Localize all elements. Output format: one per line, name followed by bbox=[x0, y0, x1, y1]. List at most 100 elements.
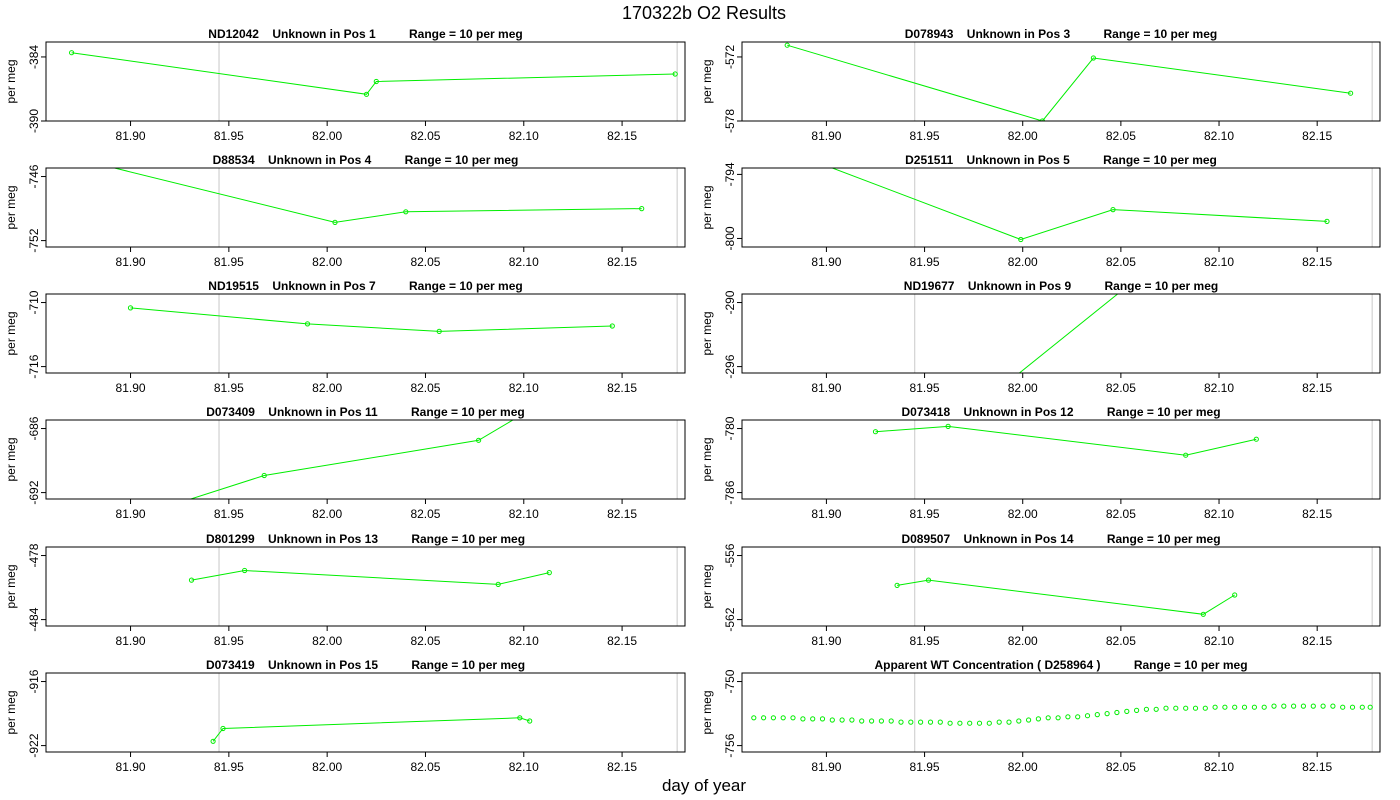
panel-title: D073419 Unknown in Pos 15 Range = 10 per… bbox=[206, 658, 525, 672]
x-tick-label: 81.95 bbox=[910, 634, 940, 648]
series-line bbox=[191, 569, 550, 585]
data-point bbox=[1055, 715, 1061, 721]
data-point bbox=[819, 716, 826, 722]
data-point bbox=[546, 570, 552, 576]
data-point bbox=[1110, 207, 1116, 213]
y-tick-label: -556 bbox=[723, 543, 737, 567]
panel: D078943 Unknown in Pos 3 Range = 10 per … bbox=[700, 27, 1381, 143]
data-point bbox=[1075, 714, 1081, 720]
panel: D88534 Unknown in Pos 4 Range = 10 per m… bbox=[4, 153, 686, 269]
x-tick-label: 82.15 bbox=[1302, 760, 1332, 774]
x-tick-label: 82.05 bbox=[410, 507, 440, 521]
data-point bbox=[1015, 372, 1019, 373]
y-tick-label: -296 bbox=[723, 354, 737, 378]
data-point bbox=[1320, 703, 1326, 709]
y-axis-label: per meg bbox=[700, 59, 714, 103]
panel: ND19515 Unknown in Pos 7 Range = 10 per … bbox=[4, 279, 686, 395]
data-point bbox=[878, 718, 885, 724]
x-tick-label: 81.90 bbox=[116, 255, 146, 269]
panel: D801299 Unknown in Pos 13 Range = 10 per… bbox=[4, 532, 686, 648]
data-point bbox=[780, 715, 786, 721]
data-point bbox=[925, 577, 932, 583]
data-point bbox=[927, 719, 934, 725]
plot-frame bbox=[45, 41, 686, 122]
data-point bbox=[1173, 705, 1179, 711]
x-tick-label: 81.90 bbox=[811, 760, 841, 774]
data-point bbox=[210, 738, 216, 744]
x-tick-label: 82.00 bbox=[312, 634, 342, 648]
y-tick-label: -562 bbox=[723, 607, 737, 631]
y-tick-label: -780 bbox=[723, 416, 737, 440]
series bbox=[830, 168, 1330, 243]
x-tick-label: 81.90 bbox=[116, 507, 146, 521]
x-tick-label: 82.15 bbox=[607, 507, 637, 521]
data-point bbox=[1222, 704, 1228, 710]
data-point bbox=[403, 209, 409, 215]
y-tick-label: -390 bbox=[27, 109, 41, 133]
data-point bbox=[751, 715, 757, 721]
data-point bbox=[770, 715, 777, 721]
data-point bbox=[363, 91, 370, 97]
x-tick-label: 82.10 bbox=[1204, 507, 1234, 521]
data-point bbox=[1241, 704, 1248, 710]
data-point bbox=[945, 423, 951, 429]
y-axis-label: per meg bbox=[4, 59, 18, 103]
x-tick-label: 81.95 bbox=[214, 507, 244, 521]
x-tick-label: 82.00 bbox=[312, 255, 342, 269]
data-point bbox=[1006, 719, 1012, 725]
series bbox=[872, 423, 1259, 458]
x-tick-label: 81.95 bbox=[910, 129, 940, 143]
data-point bbox=[220, 725, 226, 732]
x-tick-label: 82.15 bbox=[1302, 381, 1332, 395]
data-point bbox=[947, 720, 953, 726]
panel-title: D073418 Unknown in Pos 12 Range = 10 per… bbox=[901, 405, 1220, 419]
data-point bbox=[1261, 704, 1267, 710]
x-tick-label: 82.05 bbox=[410, 129, 440, 143]
x-tick-label: 82.00 bbox=[1008, 634, 1038, 648]
data-point bbox=[332, 219, 338, 225]
figure-title: 170322b O2 Results bbox=[622, 3, 786, 23]
data-point bbox=[957, 720, 963, 726]
y-tick-label: -290 bbox=[723, 290, 737, 314]
data-point bbox=[609, 323, 615, 329]
x-tick-label: 82.00 bbox=[312, 507, 342, 521]
data-point bbox=[859, 718, 865, 724]
series bbox=[784, 42, 1354, 121]
data-point bbox=[888, 718, 894, 724]
data-point bbox=[95, 162, 99, 166]
x-tick-label: 82.05 bbox=[1106, 760, 1136, 774]
data-point bbox=[517, 715, 523, 721]
x-tick-label: 81.90 bbox=[811, 255, 841, 269]
x-tick-label: 82.00 bbox=[1008, 507, 1038, 521]
y-tick-label: -746 bbox=[27, 164, 41, 188]
data-point bbox=[1232, 704, 1238, 710]
y-axis-label: per meg bbox=[700, 690, 714, 734]
data-point bbox=[1026, 717, 1032, 723]
panel: D073409 Unknown in Pos 11 Range = 10 per… bbox=[4, 405, 686, 521]
y-axis-label: per meg bbox=[4, 437, 18, 481]
data-point bbox=[1330, 703, 1336, 709]
panel: D251511 Unknown in Pos 5 Range = 10 per … bbox=[700, 153, 1381, 269]
series-line bbox=[830, 168, 1328, 241]
x-tick-label: 82.05 bbox=[1106, 634, 1136, 648]
x-tick-label: 82.05 bbox=[1106, 129, 1136, 143]
data-point bbox=[761, 715, 767, 721]
data-point bbox=[1251, 704, 1258, 710]
data-point bbox=[1104, 711, 1110, 717]
x-tick-label: 82.00 bbox=[1008, 760, 1038, 774]
data-point bbox=[1200, 611, 1206, 617]
y-tick-label: -478 bbox=[27, 543, 41, 567]
x-tick-label: 81.90 bbox=[811, 129, 841, 143]
panel: D073418 Unknown in Pos 12 Range = 10 per… bbox=[700, 405, 1381, 521]
x-tick-label: 81.95 bbox=[910, 760, 940, 774]
y-tick-label: -756 bbox=[723, 733, 737, 757]
series bbox=[69, 50, 678, 97]
panel: D073419 Unknown in Pos 15 Range = 10 per… bbox=[4, 658, 686, 774]
x-tick-label: 81.95 bbox=[214, 760, 244, 774]
data-point bbox=[1202, 705, 1208, 711]
data-point bbox=[436, 328, 442, 334]
y-tick-label: -692 bbox=[27, 480, 41, 504]
x-tick-label: 82.10 bbox=[1204, 129, 1234, 143]
data-point bbox=[918, 719, 924, 725]
x-tick-label: 82.15 bbox=[1302, 129, 1332, 143]
